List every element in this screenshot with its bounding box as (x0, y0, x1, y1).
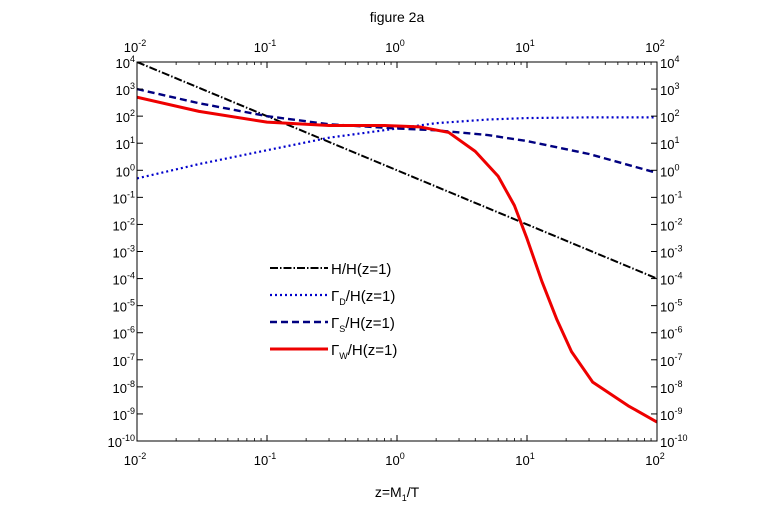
x-tick-label-bottom: 10-2 (124, 451, 146, 468)
y-tick-label-right: 10-3 (660, 244, 682, 261)
y-tick-label-left: 10-6 (113, 325, 135, 342)
legend-label-4: ΓW/H(z=1) (331, 342, 397, 361)
series-line-1 (137, 62, 657, 280)
x-axis-label-rest: /T (407, 484, 420, 500)
y-tick-label-right: 10-6 (660, 325, 682, 342)
x-axis-label: z=M1/T (375, 484, 420, 503)
y-tick-label-left: 10-4 (113, 271, 135, 288)
y-tick-label-right: 10-1 (660, 189, 682, 206)
legend-label-3: ΓS/H(z=1) (331, 315, 395, 334)
series-layer (137, 62, 657, 424)
y-tick-label-left: 10-10 (108, 433, 135, 450)
y-tick-label-left: 104 (116, 54, 135, 71)
series-line-4 (137, 95, 657, 424)
y-tick-label-right: 104 (660, 54, 679, 71)
x-tick-label-bottom: 101 (515, 451, 534, 468)
x-axis-label-sub: 1 (402, 493, 407, 503)
y-tick-label-right: 10-2 (660, 216, 682, 233)
legend: H/H(z=1) ΓD/H(z=1) ΓS/H(z=1) ΓW/H(z=1) (270, 261, 397, 361)
x-tick-label-top: 10-2 (124, 38, 146, 55)
y-tick-label-left: 102 (116, 108, 135, 125)
legend-label-2: ΓD/H(z=1) (331, 288, 395, 307)
x-tick-label-top: 10-1 (254, 38, 276, 55)
y-tick-label-right: 102 (660, 108, 679, 125)
y-tick-label-right: 10-9 (660, 406, 682, 423)
y-tick-label-right: 10-8 (660, 379, 682, 396)
y-tick-label-right: 101 (660, 135, 679, 152)
y-tick-label-left: 10-5 (113, 298, 135, 315)
y-tick-label-right: 103 (660, 81, 679, 98)
y-tick-label-left: 10-3 (113, 244, 135, 261)
y-tick-label-right: 10-4 (660, 271, 682, 288)
x-tick-label-bottom: 102 (645, 451, 664, 468)
chart-title: figure 2a (370, 9, 425, 25)
y-tick-label-left: 101 (116, 135, 135, 152)
y-tick-label-left: 10-8 (113, 379, 135, 396)
ticks-layer (136, 61, 658, 442)
x-tick-label-top: 100 (385, 38, 404, 55)
x-tick-label-bottom: 10-1 (254, 451, 276, 468)
y-tick-label-left: 10-9 (113, 406, 135, 423)
x-tick-label-top: 102 (645, 38, 664, 55)
y-tick-label-right: 10-5 (660, 298, 682, 315)
legend-label-1: H/H(z=1) (331, 261, 391, 278)
y-tick-label-left: 10-1 (113, 189, 135, 206)
x-tick-label-top: 101 (515, 38, 534, 55)
y-tick-label-right: 10-10 (660, 433, 687, 450)
plot-frame (136, 61, 658, 442)
y-tick-label-right: 100 (660, 162, 679, 179)
y-tick-label-left: 103 (116, 81, 135, 98)
x-tick-label-bottom: 100 (385, 451, 404, 468)
y-tick-label-left: 10-2 (113, 216, 135, 233)
y-tick-label-left: 100 (116, 162, 135, 179)
x-axis-label-main: z=M (375, 484, 402, 500)
y-tick-label-right: 10-7 (660, 352, 682, 369)
y-tick-label-left: 10-7 (113, 352, 135, 369)
series-line-2 (137, 116, 657, 180)
